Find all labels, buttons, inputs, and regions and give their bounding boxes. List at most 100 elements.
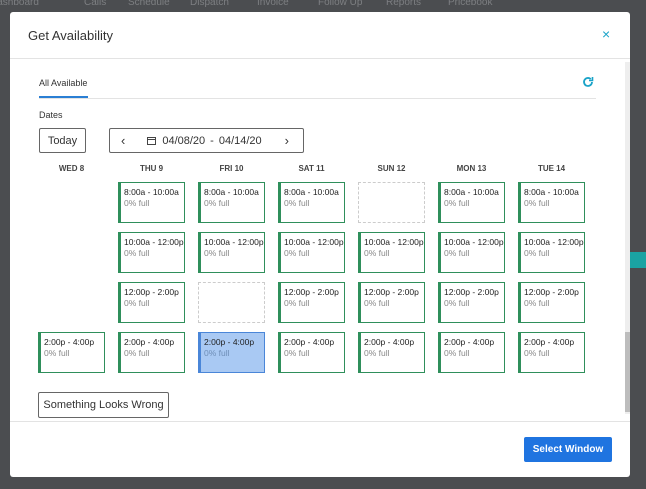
date-range-picker[interactable]: ‹ 04/08/20 - 04/14/20 › [109, 128, 304, 153]
empty-slot [358, 182, 425, 223]
time-slot[interactable]: 12:00p - 2:00p 0% full [278, 282, 345, 323]
slot-time: 2:00p - 4:00p [44, 337, 95, 347]
nav-item[interactable]: Dispatch [190, 0, 229, 8]
slot-time: 8:00a - 10:00a [284, 187, 339, 197]
slot-time: 2:00p - 4:00p [524, 337, 575, 347]
slot-status: 0% full [204, 198, 230, 208]
time-slot[interactable]: 2:00p - 4:00p 0% full [518, 332, 585, 373]
day-header: THU 9 [139, 164, 164, 173]
modal-title: Get Availability [28, 28, 114, 43]
time-slot[interactable]: 2:00p - 4:00p 0% full [38, 332, 105, 373]
day-header: FRI 10 [219, 164, 244, 173]
time-slot[interactable]: 2:00p - 4:00p 0% full [118, 332, 185, 373]
time-slot[interactable]: 10:00a - 12:00p 0% full [518, 232, 585, 273]
slot-status: 0% full [284, 348, 310, 358]
slot-time: 8:00a - 10:00a [524, 187, 579, 197]
slot-time: 10:00a - 12:00p [524, 237, 584, 247]
time-slot[interactable]: 8:00a - 10:00a 0% full [278, 182, 345, 223]
time-slot[interactable]: 10:00a - 12:00p 0% full [438, 232, 505, 273]
day-header: SAT 11 [298, 164, 325, 173]
slot-time: 12:00p - 2:00p [284, 287, 339, 297]
time-slot[interactable]: 8:00a - 10:00a 0% full [438, 182, 505, 223]
slot-status: 0% full [284, 248, 310, 258]
slot-status: 0% full [124, 198, 150, 208]
select-window-button[interactable]: Select Window [524, 437, 612, 462]
slot-status: 0% full [124, 298, 150, 308]
close-button[interactable]: × [602, 26, 611, 42]
time-slot[interactable]: 10:00a - 12:00p 0% full [118, 232, 185, 273]
nav-item[interactable]: Invoice [257, 0, 289, 8]
modal: Get Availability × All Available Dates T… [10, 12, 630, 477]
time-slot[interactable]: 12:00p - 2:00p 0% full [518, 282, 585, 323]
refresh-icon[interactable] [582, 76, 594, 88]
nav-item[interactable]: Follow Up [318, 0, 363, 8]
tab[interactable]: All Available [39, 78, 88, 88]
slot-time: 12:00p - 2:00p [524, 287, 579, 297]
slot-status: 0% full [524, 248, 550, 258]
slot-time: 10:00a - 12:00p [444, 237, 504, 247]
slot-time: 10:00a - 12:00p [364, 237, 424, 247]
time-slot[interactable]: 2:00p - 4:00p 0% full [278, 332, 345, 373]
slot-time: 2:00p - 4:00p [444, 337, 495, 347]
time-slot[interactable]: 2:00p - 4:00p 0% full [198, 332, 265, 373]
slot-status: 0% full [524, 198, 550, 208]
nav-item[interactable]: Pricebook [448, 0, 493, 8]
nav-item[interactable]: Calls [84, 0, 107, 8]
slot-time: 2:00p - 4:00p [364, 337, 415, 347]
calendar-icon [147, 137, 157, 145]
slot-status: 0% full [364, 348, 390, 358]
slot-time: 8:00a - 10:00a [444, 187, 499, 197]
nav-item[interactable]: Reports [386, 0, 422, 8]
slot-status: 0% full [284, 198, 310, 208]
slot-status: 0% full [124, 248, 150, 258]
slot-time: 2:00p - 4:00p [284, 337, 335, 347]
time-slot[interactable]: 12:00p - 2:00p 0% full [358, 282, 425, 323]
empty-slot [198, 282, 265, 323]
day-header: SUN 12 [377, 164, 406, 173]
next-button[interactable]: › [284, 133, 290, 148]
report-button[interactable]: Something Looks Wrong [38, 392, 169, 418]
slot-time: 10:00a - 12:00p [204, 237, 264, 247]
time-slot[interactable]: 2:00p - 4:00p 0% full [438, 332, 505, 373]
slot-time: 2:00p - 4:00p [204, 337, 255, 347]
footer-divider [10, 421, 630, 422]
today-button[interactable]: Today [39, 128, 86, 153]
slot-status: 0% full [444, 248, 470, 258]
time-slot[interactable]: 10:00a - 12:00p 0% full [358, 232, 425, 273]
time-slot[interactable]: 8:00a - 10:00a 0% full [198, 182, 265, 223]
slot-status: 0% full [124, 348, 150, 358]
time-slot[interactable]: 10:00a - 12:00p 0% full [198, 232, 265, 273]
time-slot[interactable]: 2:00p - 4:00p 0% full [358, 332, 425, 373]
time-slot[interactable]: 10:00a - 12:00p 0% full [278, 232, 345, 273]
day-header: WED 8 [58, 164, 85, 173]
slot-status: 0% full [284, 298, 310, 308]
prev-button[interactable]: ‹ [121, 133, 126, 148]
slot-time: 12:00p - 2:00p [444, 287, 499, 297]
dates-label: Dates [39, 110, 63, 120]
nav-item[interactable]: Schedule [128, 0, 170, 8]
tab-underline [39, 96, 88, 98]
slot-time: 8:00a - 10:00a [124, 187, 179, 197]
slot-status: 0% full [44, 348, 70, 358]
slot-status: 0% full [444, 298, 470, 308]
slot-status: 0% full [364, 248, 390, 258]
day-header: MON 13 [456, 164, 487, 173]
end-date: 04/14/20 [218, 134, 262, 147]
time-slot[interactable]: 8:00a - 10:00a 0% full [118, 182, 185, 223]
time-slot[interactable]: 12:00p - 2:00p 0% full [438, 282, 505, 323]
start-date: 04/08/20 [162, 134, 206, 147]
nav-item[interactable]: Dashboard [0, 0, 39, 8]
slot-status: 0% full [444, 348, 470, 358]
slot-status: 0% full [204, 348, 230, 358]
time-slot[interactable]: 8:00a - 10:00a 0% full [518, 182, 585, 223]
slot-time: 10:00a - 12:00p [124, 237, 184, 247]
scrollbar [625, 62, 630, 414]
slot-status: 0% full [364, 298, 390, 308]
slot-time: 10:00a - 12:00p [284, 237, 344, 247]
slot-status: 0% full [204, 248, 230, 258]
slot-time: 8:00a - 10:00a [204, 187, 259, 197]
slot-status: 0% full [524, 298, 550, 308]
slot-time: 12:00p - 2:00p [124, 287, 179, 297]
slot-status: 0% full [524, 348, 550, 358]
time-slot[interactable]: 12:00p - 2:00p 0% full [118, 282, 185, 323]
